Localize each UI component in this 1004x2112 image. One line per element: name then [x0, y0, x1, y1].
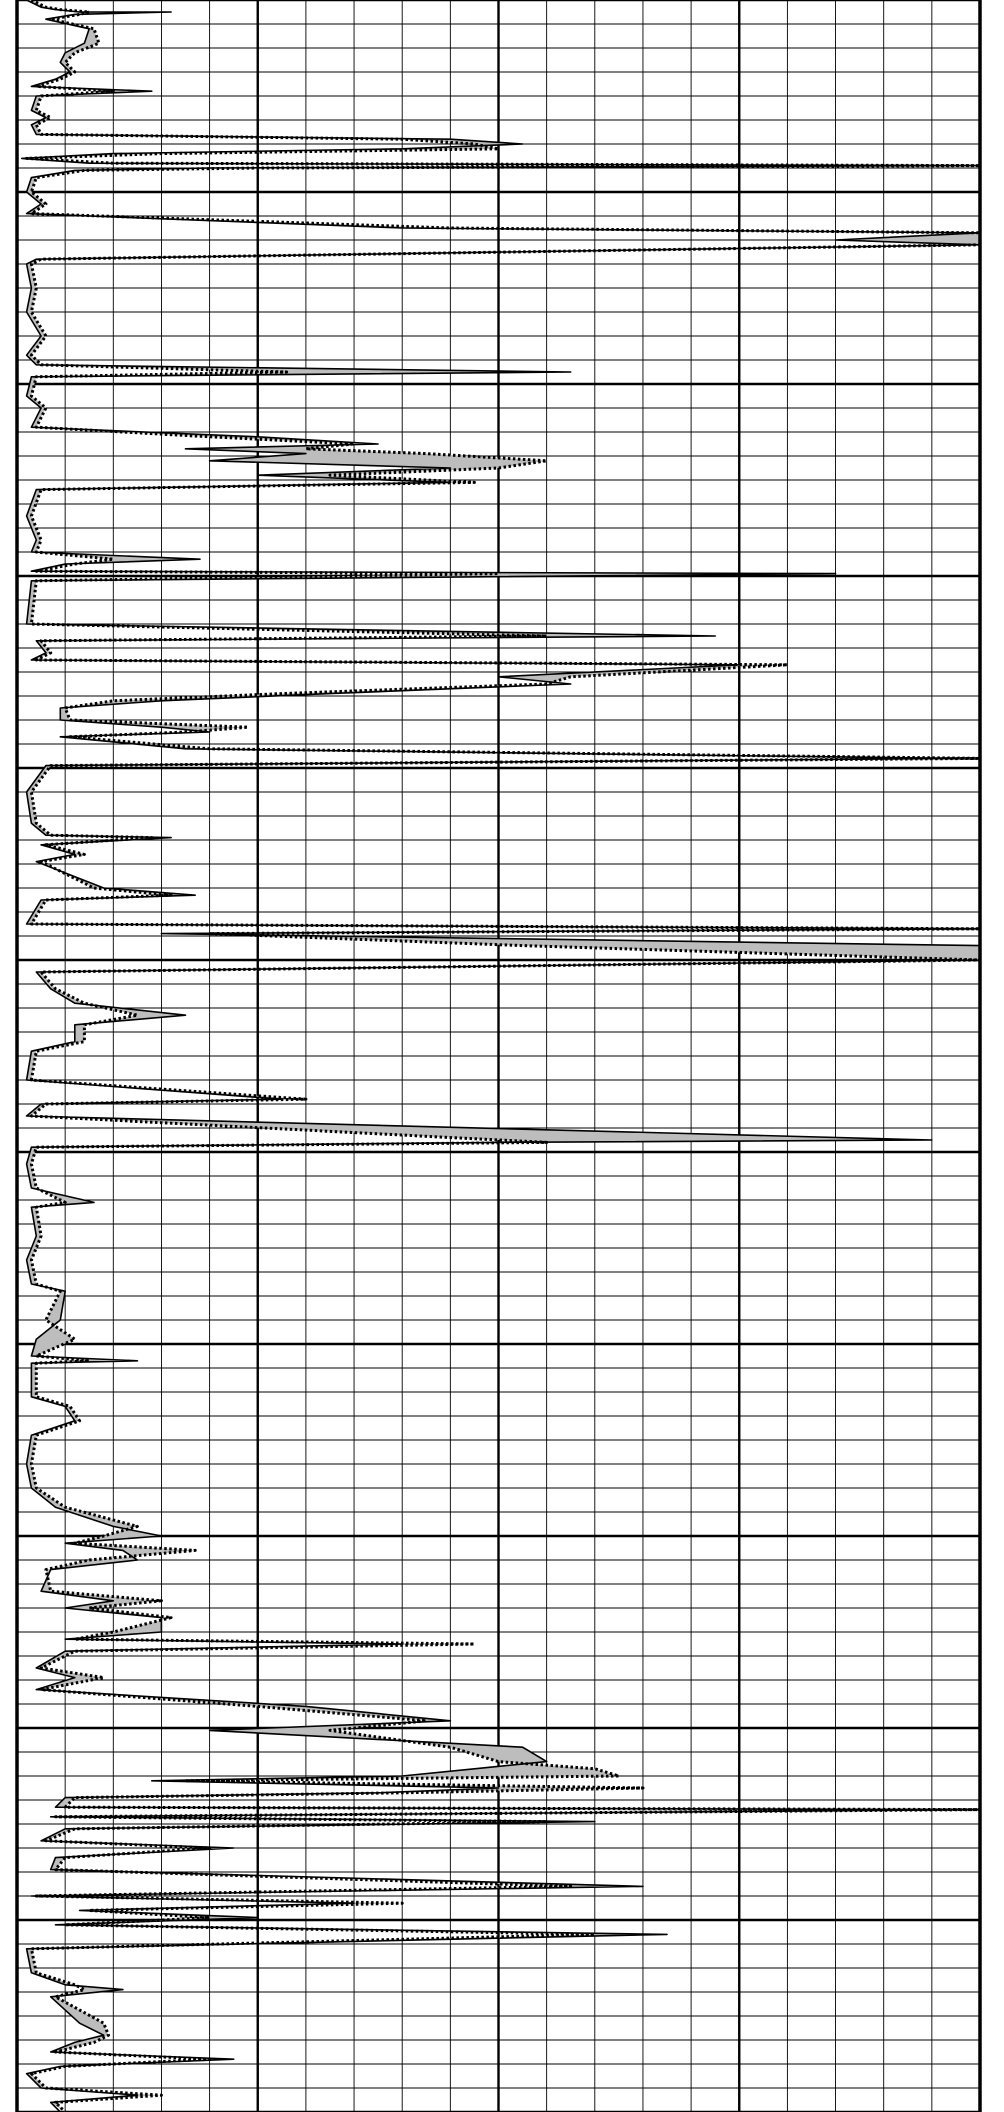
dotted-curve [25, 0, 982, 2112]
curves [20, 0, 982, 2112]
solid-curve [20, 0, 981, 2112]
track-frame [15, 0, 982, 2112]
